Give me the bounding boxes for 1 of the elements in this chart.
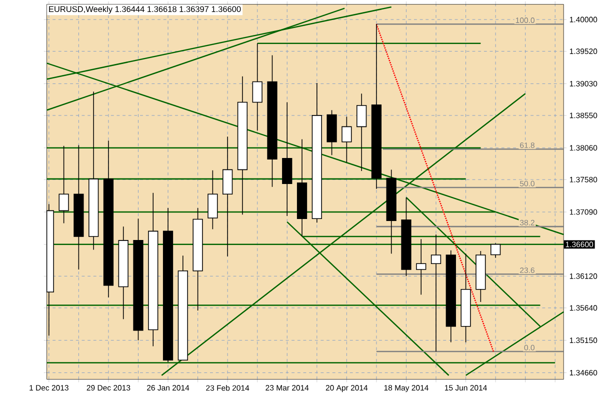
chart-title: EURUSD,Weekly 1.36444 1.36618 1.36397 1.36600 <box>49 6 241 14</box>
